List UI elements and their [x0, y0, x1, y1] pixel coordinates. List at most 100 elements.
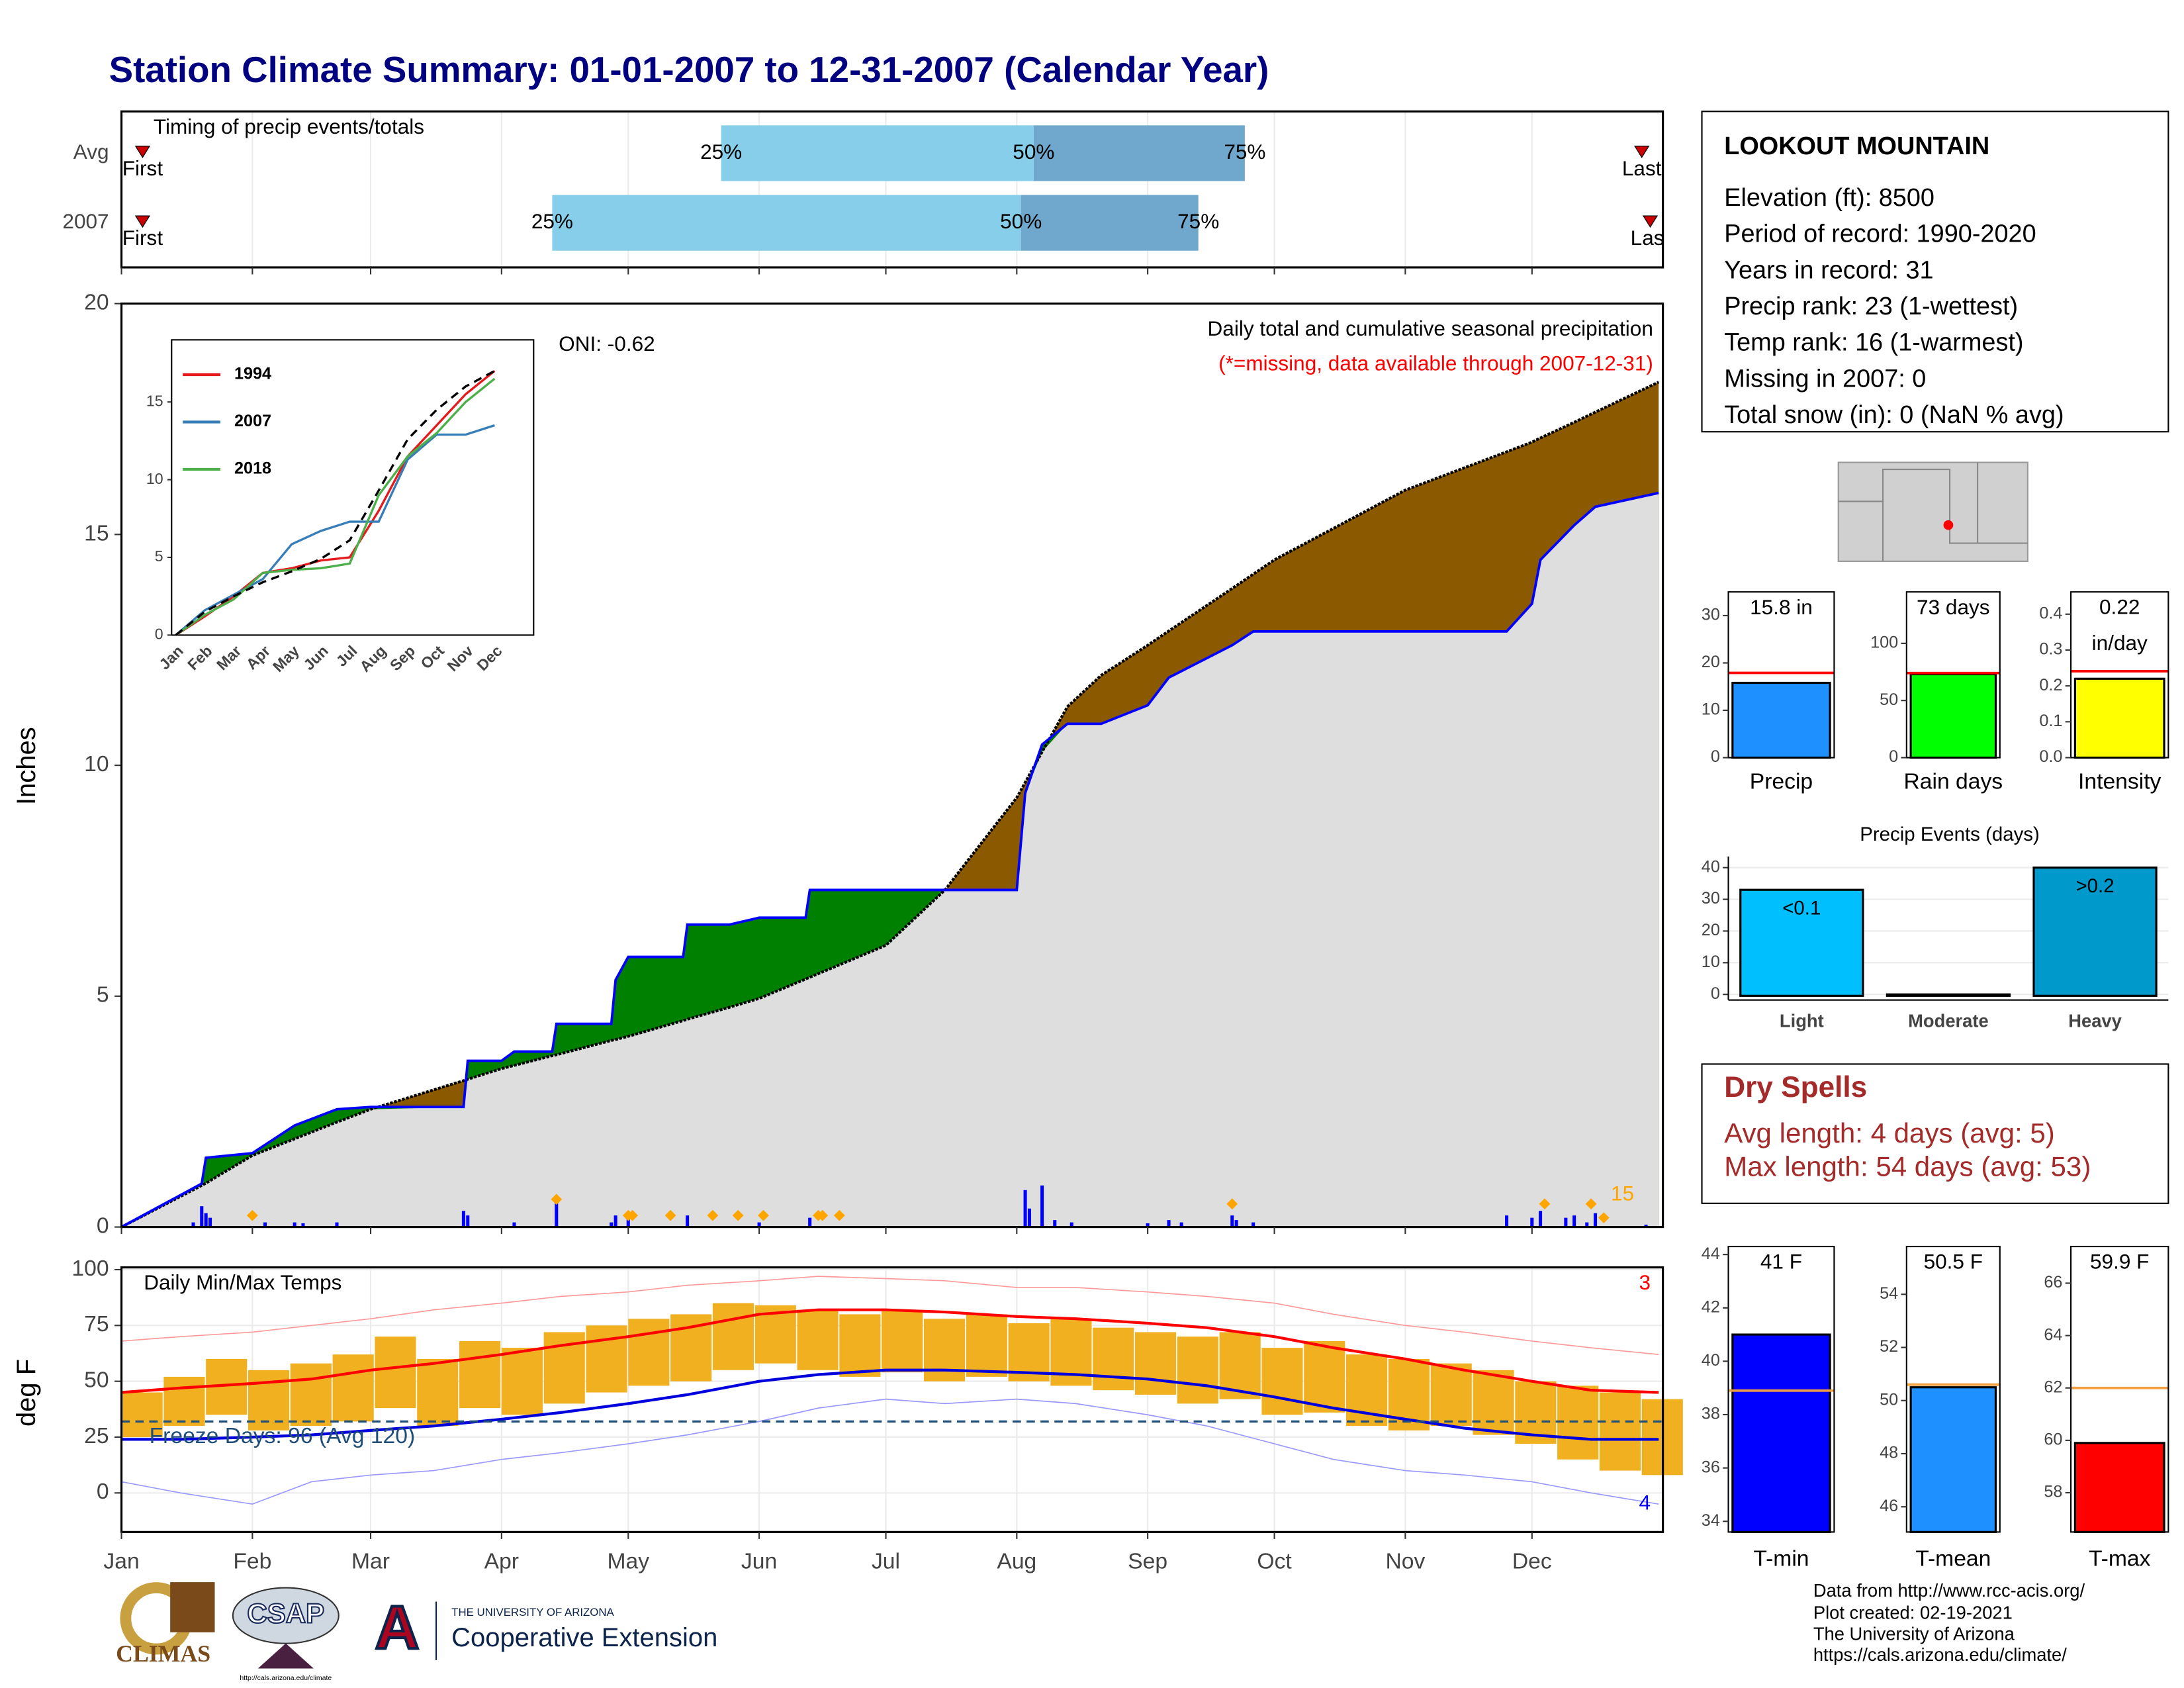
daily-temp-bar	[290, 1363, 332, 1427]
y-tick-label: 100	[1870, 633, 1898, 652]
daily-temp-bar	[1430, 1363, 1472, 1427]
bar	[1739, 888, 1864, 997]
y-tick-label: 30	[1702, 606, 1720, 624]
x-axis-label: T-mean	[1915, 1546, 1991, 1571]
daily-temp-bar	[882, 1309, 923, 1373]
y-tick-label: 25	[84, 1424, 109, 1448]
event-diamond	[1539, 1198, 1551, 1210]
y-tick-label: 40	[1702, 857, 1720, 876]
daily-temp-bar	[332, 1354, 374, 1422]
event-marker	[1642, 215, 1659, 228]
y-tick-label: 48	[1880, 1444, 1898, 1462]
event-diamond	[1585, 1198, 1597, 1210]
x-axis-label: Intensity	[2078, 769, 2161, 794]
temp-line	[121, 1308, 1659, 1394]
event-marker	[134, 215, 151, 228]
event-diamond	[1598, 1212, 1610, 1224]
x-tick-label: Jul	[872, 1550, 900, 1574]
value-label: 0.22 in/day	[2092, 595, 2148, 655]
oni-label: ONI: -0.62	[559, 332, 655, 355]
value-label: 15.8 in	[1750, 595, 1813, 619]
daily-temp-bar	[501, 1348, 543, 1415]
y-tick-label: 62	[2044, 1378, 2062, 1396]
coop-text: Cooperative Extension	[451, 1623, 717, 1652]
daily-bar	[1023, 1190, 1027, 1227]
inset-y-tick-label: 10	[146, 470, 163, 487]
credit-line: Data from http://www.rcc-acis.org/	[1813, 1580, 2085, 1601]
y-tick-label: 0	[97, 1213, 109, 1238]
dry-spells-line: Avg length: 4 days (avg: 5)	[1724, 1117, 2055, 1149]
daily-temp-bar	[966, 1314, 1007, 1377]
value-label: 73 days	[1917, 595, 1990, 619]
station-line: Precip rank: 23 (1-wettest)	[1724, 293, 2018, 320]
daily-bar	[1179, 1222, 1183, 1227]
precip-subtitle: (*=missing, data available through 2007-…	[1218, 352, 1653, 375]
inset-y-tick-label: 15	[146, 392, 163, 409]
x-tick-label: Moderate	[1908, 1011, 1989, 1031]
y-tick-label: 64	[2044, 1325, 2062, 1344]
timing-bar	[1021, 195, 1199, 251]
y-tick-label: 10	[1702, 953, 1720, 971]
bar	[2032, 867, 2158, 997]
station-line: Years in record: 31	[1724, 256, 1933, 284]
x-axis-label: Precip	[1750, 769, 1813, 794]
event-marker	[134, 146, 151, 158]
value-label: 59.9 F	[2090, 1250, 2149, 1274]
panel-frame	[1905, 591, 2001, 759]
daily-temp-bar	[417, 1358, 459, 1427]
panel-frame	[2070, 591, 2169, 759]
y-tick-label: 0.3	[2039, 640, 2062, 659]
y-tick-label: 20	[1702, 921, 1720, 939]
daily-bar	[1594, 1213, 1598, 1227]
timing-bar	[1033, 125, 1245, 181]
station-line: Period of record: 1990-2020	[1724, 220, 2036, 248]
y-tick-label: 10	[1702, 700, 1720, 719]
daily-temp-bar	[586, 1325, 627, 1393]
daily-bar	[614, 1215, 617, 1227]
x-tick-label: Light	[1780, 1011, 1824, 1031]
daily-temp-bar	[712, 1303, 754, 1370]
y-tick-label: 50	[84, 1368, 109, 1393]
station-box	[1701, 111, 2169, 433]
daily-temp-bar	[163, 1376, 205, 1427]
y-tick-label: 0	[1711, 984, 1720, 1003]
daily-temp-bar	[375, 1336, 416, 1409]
record-high-count: 3	[1639, 1270, 1651, 1294]
daily-bar	[1539, 1211, 1543, 1227]
value-label: 50.5 F	[1924, 1250, 1983, 1274]
daily-bar	[686, 1215, 690, 1227]
y-tick-label: 0.4	[2039, 604, 2062, 622]
panel-frame	[1727, 591, 1835, 759]
station-name: LOOKOUT MOUNTAIN	[1724, 132, 1989, 160]
event-label: Last	[1631, 226, 1670, 250]
y-tick-label: 0	[1889, 747, 1898, 766]
daily-bar	[1644, 1225, 1648, 1227]
daily-temp-bar	[1261, 1348, 1303, 1415]
event-count: 15	[1611, 1182, 1634, 1205]
bar	[1886, 993, 2011, 997]
inset-line	[175, 369, 496, 636]
y-tick-label: 10	[84, 752, 109, 776]
inset-line	[175, 377, 496, 636]
value-label-line: 0.22	[2099, 595, 2140, 619]
bar-label: <0.1	[1782, 897, 1821, 919]
daily-bar	[1585, 1222, 1589, 1227]
y-tick-label: 54	[1880, 1284, 1898, 1303]
dry-spells-title: Dry Spells	[1724, 1071, 1867, 1103]
y-tick-label: 38	[1702, 1405, 1720, 1423]
temp-line	[121, 1276, 1659, 1356]
y-tick-label: 0.2	[2039, 676, 2062, 694]
y-tick-label: 15	[84, 521, 109, 545]
daily-temp-bar	[459, 1340, 501, 1409]
x-tick-label: Dec	[1512, 1550, 1552, 1574]
daily-bar	[1167, 1220, 1171, 1227]
daily-temp-bar	[1093, 1327, 1134, 1391]
temp-title: Daily Min/Max Temps	[144, 1270, 341, 1294]
daily-bar	[293, 1222, 296, 1227]
quartile-label: 25%	[531, 209, 573, 233]
y-tick-label: 66	[2044, 1273, 2062, 1291]
daily-bar	[204, 1213, 208, 1227]
daily-temp-bar	[1473, 1370, 1514, 1435]
quartile-label: 50%	[1000, 209, 1042, 233]
